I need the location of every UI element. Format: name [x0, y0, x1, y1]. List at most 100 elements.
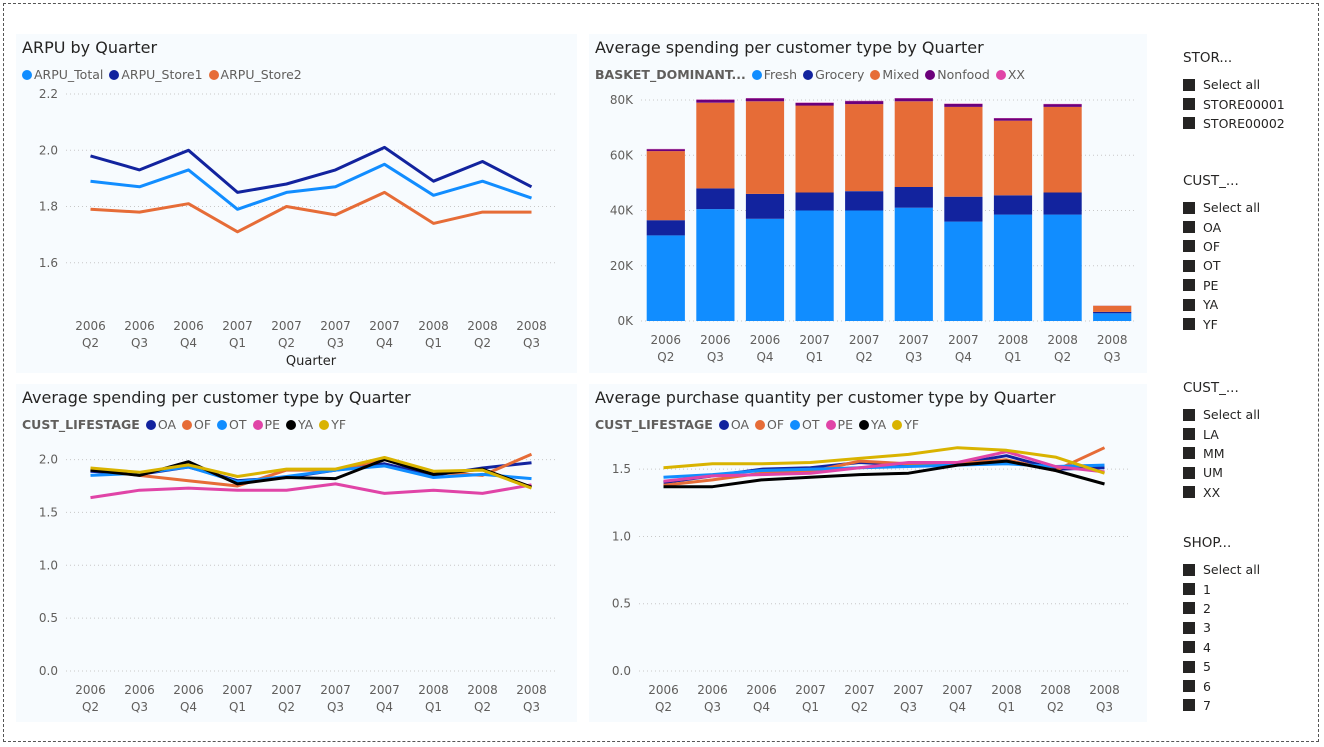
legend-label: Mixed	[882, 67, 920, 82]
slicer-option[interactable]: OT	[1183, 256, 1260, 275]
legend-item[interactable]: OF	[755, 417, 784, 432]
checkbox-icon[interactable]	[1183, 221, 1195, 234]
chart-legend: CUST_LIFESTAGE OA OF OT PE YA YF	[22, 417, 352, 432]
x-tick-label: Q1	[806, 350, 823, 364]
bar-segment-mixed	[646, 151, 685, 221]
checkbox-icon[interactable]	[1183, 240, 1195, 253]
x-tick-label: 2007	[320, 683, 351, 697]
x-tick-label: Q3	[900, 700, 917, 714]
slicer-option[interactable]: STORE00002	[1183, 114, 1285, 133]
slicer-option[interactable]: 3	[1183, 618, 1260, 637]
checkbox-icon[interactable]	[1183, 641, 1195, 654]
bar-segment-mixed	[696, 102, 735, 189]
checkbox-icon[interactable]	[1183, 447, 1195, 460]
bar-segment-grocery	[894, 187, 933, 208]
checkbox-icon[interactable]	[1183, 583, 1195, 596]
checkbox-icon[interactable]	[1183, 621, 1195, 634]
checkbox-icon[interactable]	[1183, 201, 1195, 214]
x-tick-label: 2007	[948, 333, 979, 347]
legend-item[interactable]: OT	[217, 417, 247, 432]
legend-item[interactable]: XX	[995, 67, 1025, 82]
checkbox-icon[interactable]	[1183, 680, 1195, 693]
legend-item[interactable]: PE	[825, 417, 853, 432]
checkbox-icon[interactable]	[1183, 98, 1195, 111]
slicer-option[interactable]: 7	[1183, 696, 1260, 715]
x-tick-label: Q2	[1054, 350, 1071, 364]
slicer-option[interactable]: 2	[1183, 599, 1260, 618]
checkbox-icon[interactable]	[1183, 563, 1195, 576]
slicer-option[interactable]: Select all	[1183, 405, 1260, 424]
x-axis-title: Quarter	[286, 354, 337, 369]
slicer-option[interactable]: YF	[1183, 314, 1260, 333]
slicer-option[interactable]: 6	[1183, 676, 1260, 695]
slicer-option[interactable]: 5	[1183, 657, 1260, 676]
store-slicer[interactable]: STOR... Select all STORE00001 STORE00002	[1183, 50, 1285, 133]
checkbox-icon[interactable]	[1183, 428, 1195, 441]
legend-item[interactable]: ARPU_Store1	[109, 67, 203, 82]
legend-item[interactable]: YA	[858, 417, 886, 432]
legend-item[interactable]: OF	[182, 417, 211, 432]
legend-item[interactable]: OA	[145, 417, 176, 432]
checkbox-icon[interactable]	[1183, 466, 1195, 479]
x-tick-label: 2008	[418, 319, 449, 333]
bar-segment-grocery	[993, 195, 1033, 215]
legend-item[interactable]: Mixed	[870, 67, 919, 82]
slicer-option[interactable]: OA	[1183, 217, 1260, 236]
arpu-chart-panel[interactable]: ARPU by Quarter ARPU_Total ARPU_Store1 ARP…	[16, 34, 577, 373]
legend-item[interactable]: YF	[319, 417, 346, 432]
x-tick-label: 2007	[899, 333, 930, 347]
arpu-line-chart: 1.6 1.8 2.0 2.2 2006 Q2 2006 Q3 2006 Q4 2007 Q1 2007…	[39, 87, 556, 369]
slicer-option[interactable]: YA	[1183, 295, 1260, 314]
legend-item[interactable]: Nonfood	[925, 67, 990, 82]
slicer-option[interactable]: UM	[1183, 463, 1260, 482]
legend-item[interactable]: Fresh	[751, 67, 797, 82]
slicer-option[interactable]: 4	[1183, 638, 1260, 657]
checkbox-icon[interactable]	[1183, 660, 1195, 673]
slicer-option[interactable]: OF	[1183, 237, 1260, 256]
checkbox-icon[interactable]	[1183, 78, 1195, 91]
legend-item[interactable]: YA	[285, 417, 313, 432]
checkbox-icon[interactable]	[1183, 259, 1195, 272]
slicer-option[interactable]: MM	[1183, 444, 1260, 463]
checkbox-icon[interactable]	[1183, 298, 1195, 311]
checkbox-icon[interactable]	[1183, 408, 1195, 421]
shop-slicer[interactable]: SHOP... Select all 1 2 3 4 5 6 7	[1183, 535, 1260, 715]
cust-segment-slicer[interactable]: CUST_... Select all LA MM UM XX	[1183, 380, 1260, 502]
slicer-option[interactable]: Select all	[1183, 198, 1260, 217]
legend-item[interactable]: YF	[892, 417, 919, 432]
legend-item[interactable]: ARPU_Total	[22, 67, 103, 82]
x-tick-label: 2006	[75, 683, 106, 697]
bar-segment-nonfood	[894, 98, 933, 102]
legend-item[interactable]: OA	[718, 417, 749, 432]
cust-lifestage-slicer[interactable]: CUST_... Select all OA OF OT PE YA YF	[1183, 173, 1260, 334]
slicer-option[interactable]: XX	[1183, 483, 1260, 502]
slicer-option[interactable]: Select all	[1183, 560, 1260, 579]
checkbox-icon[interactable]	[1183, 117, 1195, 130]
slicer-option-label: OA	[1203, 219, 1222, 235]
legend-item[interactable]: PE	[252, 417, 280, 432]
checkbox-icon[interactable]	[1183, 279, 1195, 292]
slicer-option[interactable]: PE	[1183, 276, 1260, 295]
bar-segment-mixed	[795, 105, 834, 193]
legend-item[interactable]: Grocery	[803, 67, 864, 82]
checkbox-icon[interactable]	[1183, 602, 1195, 615]
legend-item[interactable]: ARPU_Store2	[208, 67, 302, 82]
series-line-arpu-store2	[90, 190, 532, 234]
x-tick-label: Q2	[82, 336, 99, 350]
checkbox-icon[interactable]	[1183, 318, 1195, 331]
y-tick-label: 1.5	[612, 462, 631, 476]
slicer-option[interactable]: 1	[1183, 579, 1260, 598]
spending-line-chart-panel[interactable]: Average spending per customer type by Qu…	[16, 384, 577, 722]
x-tick-label: Q2	[856, 350, 873, 364]
spending-bar-chart-panel[interactable]: Average spending per customer type by Qu…	[589, 34, 1147, 373]
y-tick-label: 1.0	[612, 529, 631, 543]
checkbox-icon[interactable]	[1183, 486, 1195, 499]
chart-title: Average purchase quantity per customer t…	[595, 388, 1056, 407]
slicer-option[interactable]: STORE00001	[1183, 94, 1285, 113]
legend-item[interactable]: OT	[790, 417, 820, 432]
checkbox-icon[interactable]	[1183, 699, 1195, 712]
slicer-option[interactable]: LA	[1183, 424, 1260, 443]
y-tick-label: 0.0	[612, 664, 631, 678]
slicer-option[interactable]: Select all	[1183, 75, 1285, 94]
quantity-line-chart-panel[interactable]: Average purchase quantity per customer t…	[589, 384, 1147, 722]
